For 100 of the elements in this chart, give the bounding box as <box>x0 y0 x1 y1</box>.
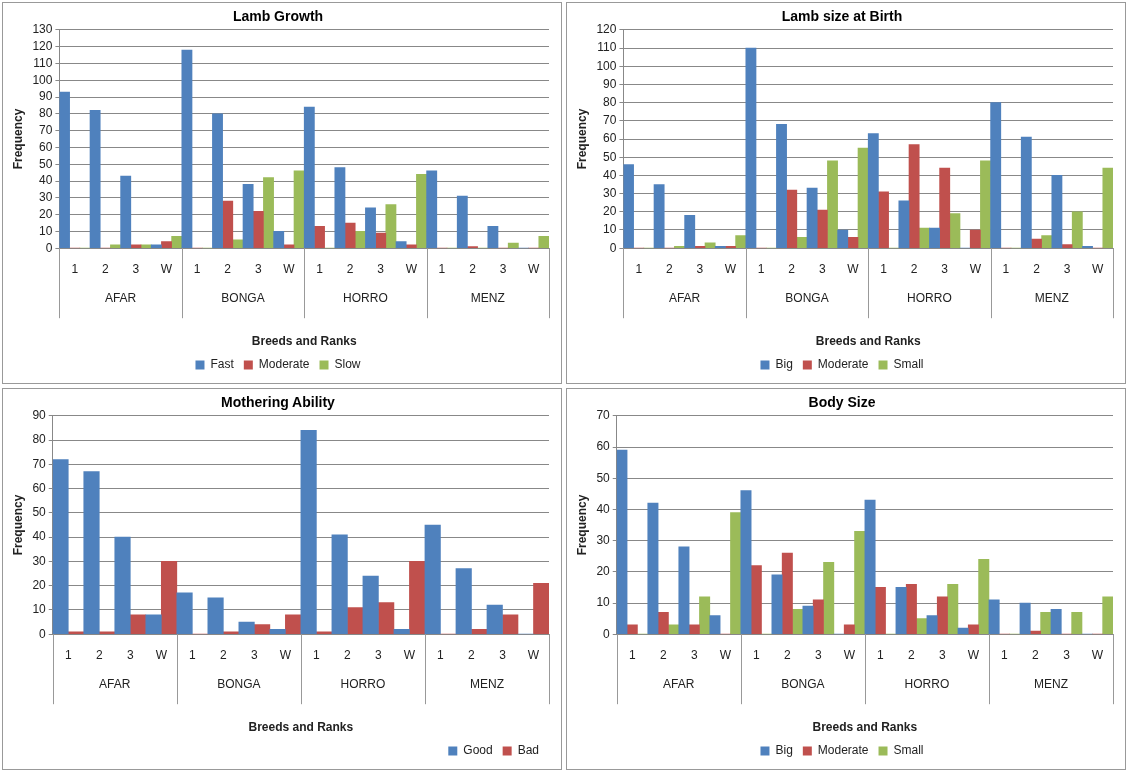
bar <box>486 604 503 635</box>
x-tick-label: W <box>155 647 168 662</box>
bar <box>823 562 835 635</box>
bar <box>161 241 172 249</box>
x-tick-label: 2 <box>469 261 477 276</box>
bar <box>378 602 395 635</box>
bar <box>98 631 116 635</box>
y-tick-label: 40 <box>603 167 617 182</box>
bar <box>1020 136 1032 249</box>
text: AFAR <box>104 290 137 305</box>
bar <box>854 530 866 635</box>
y-tick-label: 80 <box>603 94 617 109</box>
x-tick-label: 1 <box>757 261 765 276</box>
y-axis-title: Frequency <box>574 108 589 170</box>
x-tick-label: W <box>283 261 296 276</box>
bar <box>802 605 814 635</box>
y-tick-label: 70 <box>32 456 47 471</box>
y-tick-label: 90 <box>32 408 47 423</box>
y-tick-label: 130 <box>32 22 53 37</box>
text: AFAR <box>668 290 701 305</box>
bar <box>657 612 669 635</box>
bar <box>678 546 690 635</box>
bar <box>393 629 410 635</box>
x-tick-label: 1 <box>188 647 196 662</box>
bar <box>89 110 101 249</box>
bar <box>781 552 793 635</box>
y-tick-label: 20 <box>596 564 611 579</box>
legend-label: Moderate <box>258 357 310 372</box>
y-tick-label: 30 <box>32 553 47 568</box>
bar <box>740 490 752 635</box>
bar <box>120 175 132 249</box>
x-tick-label: W <box>847 261 860 276</box>
bar <box>502 614 519 635</box>
bar <box>1102 596 1113 635</box>
x-tick-label: 2 <box>224 261 232 276</box>
bar <box>978 558 990 635</box>
y-tick-label: 0 <box>603 626 611 641</box>
x-tick-label: 1 <box>71 261 79 276</box>
bar <box>385 204 397 249</box>
bar <box>926 615 938 635</box>
x-tick-label: 3 <box>254 261 262 276</box>
y-tick-label: 70 <box>596 408 611 423</box>
text: BONGA <box>221 290 265 305</box>
y-tick-label: 110 <box>597 40 617 55</box>
bar <box>263 177 274 249</box>
text: MENZ <box>1034 290 1069 305</box>
legend-label: Moderate <box>817 357 869 372</box>
x-tick-label: 2 <box>665 261 673 276</box>
x-tick-label: 2 <box>219 647 227 662</box>
bar <box>59 91 70 249</box>
bar <box>626 624 638 635</box>
text: MENZ <box>1033 676 1068 691</box>
y-tick-label: 0 <box>39 626 47 641</box>
bar <box>895 587 907 635</box>
y-axis-title: Frequency <box>574 494 589 556</box>
text: HORRO <box>340 676 386 691</box>
y-tick-label: 20 <box>603 204 617 219</box>
chart-title: Lamb Growth <box>232 8 324 25</box>
text: BONGA <box>217 676 261 691</box>
legend-label: Good <box>463 743 493 758</box>
y-tick-label: 20 <box>39 206 53 221</box>
bar <box>837 229 849 249</box>
bar <box>988 599 1000 635</box>
bar <box>916 618 928 635</box>
y-tick-label: 0 <box>45 240 53 255</box>
text: HORRO <box>907 290 952 305</box>
legend-label: Slow <box>334 357 361 372</box>
x-tick-label: 1 <box>1001 647 1009 662</box>
chart-title: Lamb size at Birth <box>781 8 903 25</box>
legend-label: Big <box>775 743 793 758</box>
x-tick-label: 1 <box>1002 261 1010 276</box>
bar <box>145 614 162 635</box>
bar <box>362 575 379 635</box>
y-tick-label: 10 <box>39 223 53 238</box>
bar <box>375 232 387 249</box>
y-tick-label: 90 <box>39 89 53 104</box>
x-tick-label: 2 <box>1032 647 1040 662</box>
bar <box>806 187 818 249</box>
chart-title: Mothering Ability <box>221 394 336 411</box>
bar <box>176 592 193 635</box>
bar <box>730 512 742 635</box>
bar <box>314 226 325 249</box>
bar <box>949 213 961 249</box>
y-tick-label: 90 <box>603 76 617 91</box>
bar <box>623 164 634 249</box>
bar <box>827 160 838 249</box>
bar <box>331 534 348 635</box>
y-tick-label: 60 <box>596 439 611 454</box>
text: HORRO <box>343 290 388 305</box>
bar <box>878 191 889 249</box>
x-tick-label: 3 <box>499 647 507 662</box>
bar <box>365 207 376 249</box>
y-tick-label: 50 <box>32 505 47 520</box>
y-tick-label: 50 <box>596 470 611 485</box>
bar <box>344 222 356 249</box>
x-tick-label: 2 <box>783 647 791 662</box>
x-tick-label: 3 <box>132 261 140 276</box>
x-tick-label: W <box>405 261 418 276</box>
bar <box>347 607 364 635</box>
text: HORRO <box>904 676 950 691</box>
